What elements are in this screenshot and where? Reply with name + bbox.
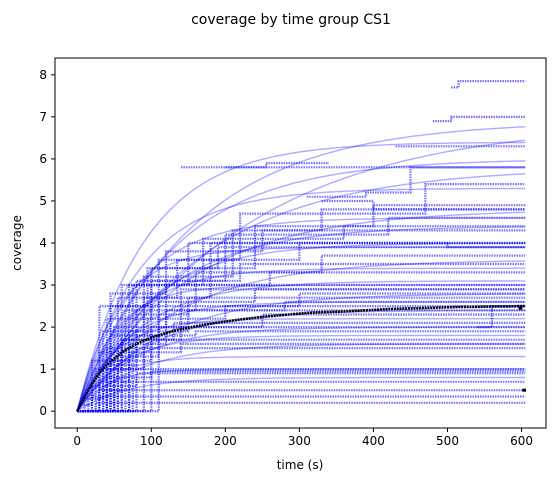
y-tick-label: 1 — [39, 362, 47, 376]
observed-series-43 — [477, 305, 526, 329]
observed-series-21 — [77, 338, 526, 413]
observed-series-41 — [451, 80, 526, 89]
observed-series-42 — [321, 199, 526, 211]
y-tick-label: 2 — [39, 320, 47, 334]
observed-series-35 — [77, 288, 526, 413]
fitted-curve-2 — [76, 141, 526, 412]
observed-series-22 — [77, 271, 526, 413]
y-tick-label: 4 — [39, 236, 47, 250]
x-tick-label: 100 — [140, 434, 163, 448]
x-axis-ticks: 0 100 200 300 400 500 600 — [73, 428, 533, 448]
y-tick-label: 8 — [39, 68, 47, 82]
observed-series-38 — [306, 166, 526, 198]
x-tick-label: 600 — [510, 434, 533, 448]
x-tick-label: 300 — [288, 434, 311, 448]
x-axis-label: time (s) — [277, 458, 324, 472]
y-tick-label: 5 — [39, 194, 47, 208]
x-tick-label: 0 — [73, 434, 81, 448]
y-axis-label: coverage — [10, 215, 24, 271]
observed-series-3 — [77, 389, 526, 413]
observed-series-40 — [432, 115, 526, 123]
fitted-curve-19 — [76, 318, 526, 412]
observed-series-26 — [77, 241, 526, 413]
observed-series-30 — [77, 216, 526, 413]
x-tick-label: 500 — [436, 434, 459, 448]
y-axis-ticks: 0 1 2 3 4 5 6 7 8 — [39, 68, 55, 418]
observed-series-24 — [77, 254, 526, 413]
observed-series-29 — [77, 225, 526, 413]
y-tick-label: 6 — [39, 152, 47, 166]
series-layer — [76, 80, 526, 413]
y-tick-label: 0 — [39, 404, 47, 418]
y-tick-label: 7 — [39, 110, 47, 124]
observed-series-37 — [225, 162, 329, 169]
mean-coverage-line — [76, 304, 526, 412]
fitted-curve-3 — [76, 139, 526, 412]
x-tick-label: 400 — [362, 434, 385, 448]
y-tick-label: 3 — [39, 278, 47, 292]
chart-title: coverage by time group CS1 — [191, 12, 391, 28]
fitted-curve-5 — [76, 173, 526, 412]
observed-series-33 — [77, 183, 526, 413]
observed-series-34 — [77, 241, 526, 413]
mean-layer — [76, 304, 526, 412]
x-tick-label: 200 — [214, 434, 237, 448]
fitted-curve-6 — [76, 187, 526, 412]
observed-series-31 — [77, 208, 526, 413]
